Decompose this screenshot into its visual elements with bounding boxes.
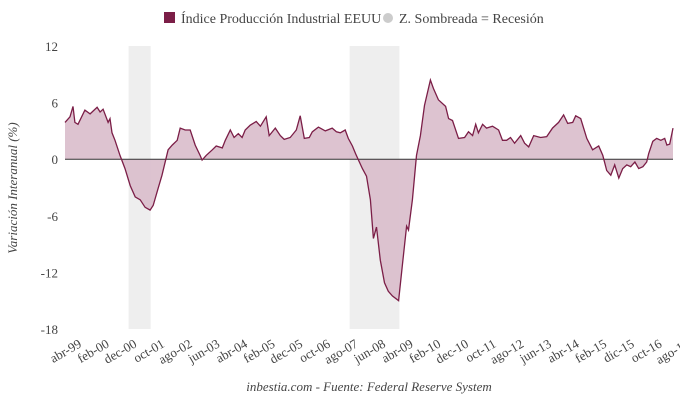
series-line (64, 77, 674, 302)
y-tick-label: 12 (45, 39, 58, 54)
legend-marker-recession (383, 13, 393, 23)
y-axis: 12 6 0 -6 -12 -18 (41, 39, 59, 337)
y-tick-label: -18 (41, 322, 58, 337)
legend-marker-ipi (164, 12, 175, 23)
legend: Índice Producción Industrial EEUU Z. Som… (164, 10, 544, 27)
series-ipi (64, 77, 674, 302)
y-tick-label: 6 (52, 96, 59, 111)
y-tick-label: 0 (52, 152, 59, 167)
y-axis-label: Variación Interanual (%) (5, 122, 20, 253)
legend-label-ipi[interactable]: Índice Producción Industrial EEUU (181, 10, 381, 27)
recession-bands (128, 46, 400, 329)
y-tick-label: -6 (47, 209, 58, 224)
x-axis: abr-99feb-00dec-00oct-01ago-02jun-03abr-… (47, 336, 680, 367)
y-tick-label: -12 (41, 265, 58, 280)
legend-label-recession[interactable]: Z. Sombreada = Recesión (399, 12, 544, 27)
source-caption: inbestia.com - Fuente: Federal Reserve S… (246, 379, 491, 394)
